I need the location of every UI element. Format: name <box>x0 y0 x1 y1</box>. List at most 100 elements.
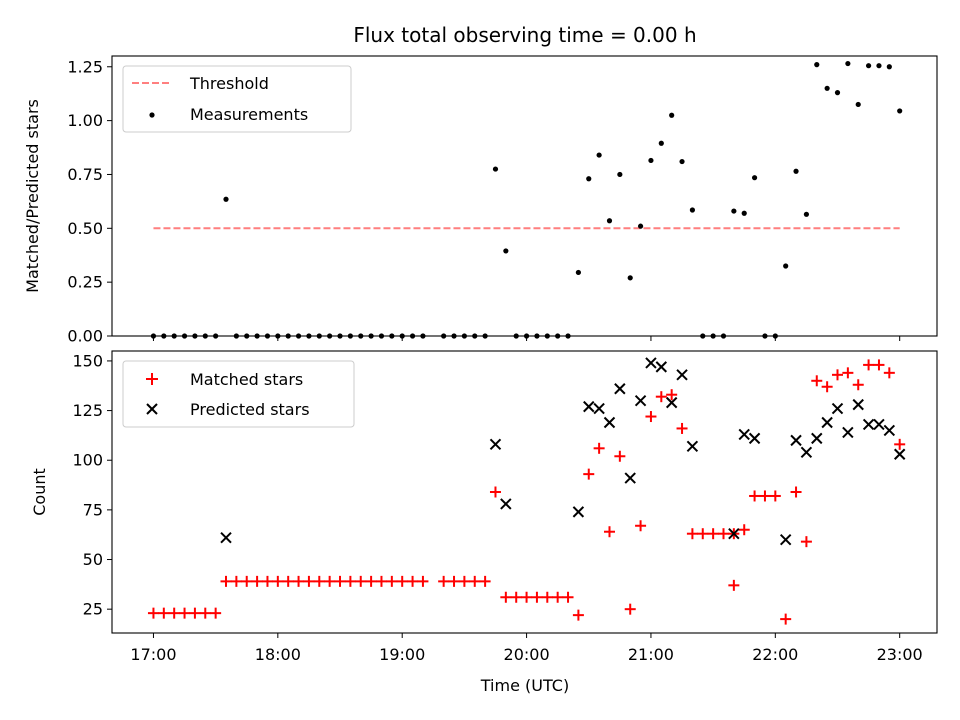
predicted-stars-point <box>220 531 232 544</box>
x-tick: 19:00 <box>379 633 425 664</box>
predicted-stars-point <box>738 428 750 441</box>
matched-stars-point <box>158 607 170 619</box>
x-tick-label: 17:00 <box>130 645 176 664</box>
predicted-stars-point <box>655 361 668 373</box>
measurement-point <box>865 63 872 69</box>
matched-stars-point <box>282 575 294 587</box>
matched-stars-point <box>894 438 906 450</box>
matched-stars-point <box>147 607 159 619</box>
measurement-point <box>627 275 633 281</box>
bottom-y-ticks: 25 50 75 100 125 150 <box>72 351 112 619</box>
legend-matched-label: Matched stars <box>190 370 303 389</box>
matched-stars-point <box>334 575 346 587</box>
matched-stars-point <box>717 528 729 540</box>
measurement-point <box>741 210 747 216</box>
y-tick-label: 25 <box>83 600 103 619</box>
measurement-point <box>803 211 810 217</box>
top-axes: 0.00 0.25 0.50 0.75 1.00 1.25 Matched/Predict… <box>23 55 938 346</box>
top-legend: Threshold Measurements <box>122 65 352 133</box>
matched-stars-point <box>344 575 356 587</box>
matched-stars-point <box>645 411 657 423</box>
measurement-point <box>897 108 903 114</box>
matched-stars-point <box>365 575 377 587</box>
matched-stars-point <box>728 579 740 591</box>
matched-stars-point <box>749 490 761 502</box>
x-axis-label: Time (UTC) <box>480 676 569 695</box>
matched-stars-point <box>251 575 263 587</box>
y-tick: 75 <box>83 500 112 519</box>
measurement-point <box>669 112 675 118</box>
matched-stars-point <box>500 591 512 603</box>
x-tick: 22:00 <box>752 633 798 664</box>
legend-measurements-swatch <box>149 112 155 118</box>
matched-stars-point <box>707 528 719 540</box>
predicted-stars-point <box>603 416 616 429</box>
y-tick-label: 125 <box>72 401 103 420</box>
predicted-stars-point <box>500 498 512 510</box>
bottom-plot-marks <box>147 357 906 625</box>
y-tick: 0.75 <box>67 165 112 184</box>
y-tick: 50 <box>83 550 112 569</box>
matched-stars-point <box>873 359 885 371</box>
y-tick-label: 0.75 <box>67 165 103 184</box>
matched-stars-point <box>780 613 792 625</box>
legend-measurements-label: Measurements <box>190 105 308 124</box>
matched-stars-point <box>583 468 595 480</box>
measurement-point <box>793 168 799 174</box>
predicted-stars-point <box>748 432 761 445</box>
measurement-point <box>606 218 613 224</box>
matched-stars-point <box>655 391 667 403</box>
matched-stars-point <box>603 526 615 538</box>
y-tick-label: 1.25 <box>67 57 103 76</box>
predicted-stars-point <box>614 383 626 395</box>
x-tick-label: 21:00 <box>628 645 674 664</box>
legend-matched-swatch <box>146 373 158 385</box>
bottom-axes: 25 50 75 100 125 150 17:00 18:00 19:00 20:00 21:0… <box>30 350 938 695</box>
top-axes-frame <box>111 55 938 337</box>
measurement-point <box>492 166 499 172</box>
predicted-stars-point <box>779 533 792 546</box>
matched-stars-point <box>324 575 336 587</box>
y-tick-label: 75 <box>83 500 103 519</box>
matched-stars-point <box>562 591 574 603</box>
predicted-stars-point <box>821 416 833 429</box>
matched-stars-point <box>417 575 429 587</box>
matched-stars-point <box>614 450 626 462</box>
measurement-point <box>751 175 758 181</box>
x-tick: 18:00 <box>255 633 301 664</box>
matched-stars-point <box>800 536 812 548</box>
matched-stars-point <box>230 575 242 587</box>
predicted-stars-point <box>811 432 823 445</box>
measurement-point <box>596 152 602 158</box>
predicted-stars-point <box>862 418 875 431</box>
matched-stars-point <box>790 486 802 498</box>
y-tick: 125 <box>72 401 112 420</box>
predicted-stars-point <box>883 424 896 437</box>
measurement-point <box>617 171 623 178</box>
matched-stars-point <box>199 607 211 619</box>
matched-stars-point <box>303 575 315 587</box>
predicted-stars-point <box>676 369 688 381</box>
y-tick: 100 <box>72 451 112 470</box>
bottom-x-ticks: 17:00 18:00 19:00 20:00 21:00 22:00 23:00 <box>130 633 923 664</box>
matched-stars-point <box>738 524 750 536</box>
predicted-stars-point <box>686 440 699 453</box>
predicted-stars-point <box>873 418 885 431</box>
matched-stars-point <box>572 609 584 621</box>
matched-stars-point <box>179 607 191 619</box>
bottom-legend: Matched stars Predicted stars <box>122 360 355 428</box>
measurement-point <box>845 60 851 67</box>
matched-stars-point <box>458 575 470 587</box>
matched-stars-point <box>489 486 501 498</box>
y-tick: 150 <box>72 351 112 370</box>
x-tick-label: 20:00 <box>504 645 550 664</box>
predicted-stars-point <box>831 402 844 415</box>
bottom-y-axis-label: Count <box>30 468 49 516</box>
measurement-point <box>886 64 892 70</box>
measurement-point <box>814 62 820 68</box>
predicted-stars-point <box>593 402 605 415</box>
measurement-point <box>679 158 685 165</box>
y-tick: 1.00 <box>67 111 112 130</box>
legend-predicted-label: Predicted stars <box>190 400 310 419</box>
x-tick-label: 18:00 <box>255 645 301 664</box>
